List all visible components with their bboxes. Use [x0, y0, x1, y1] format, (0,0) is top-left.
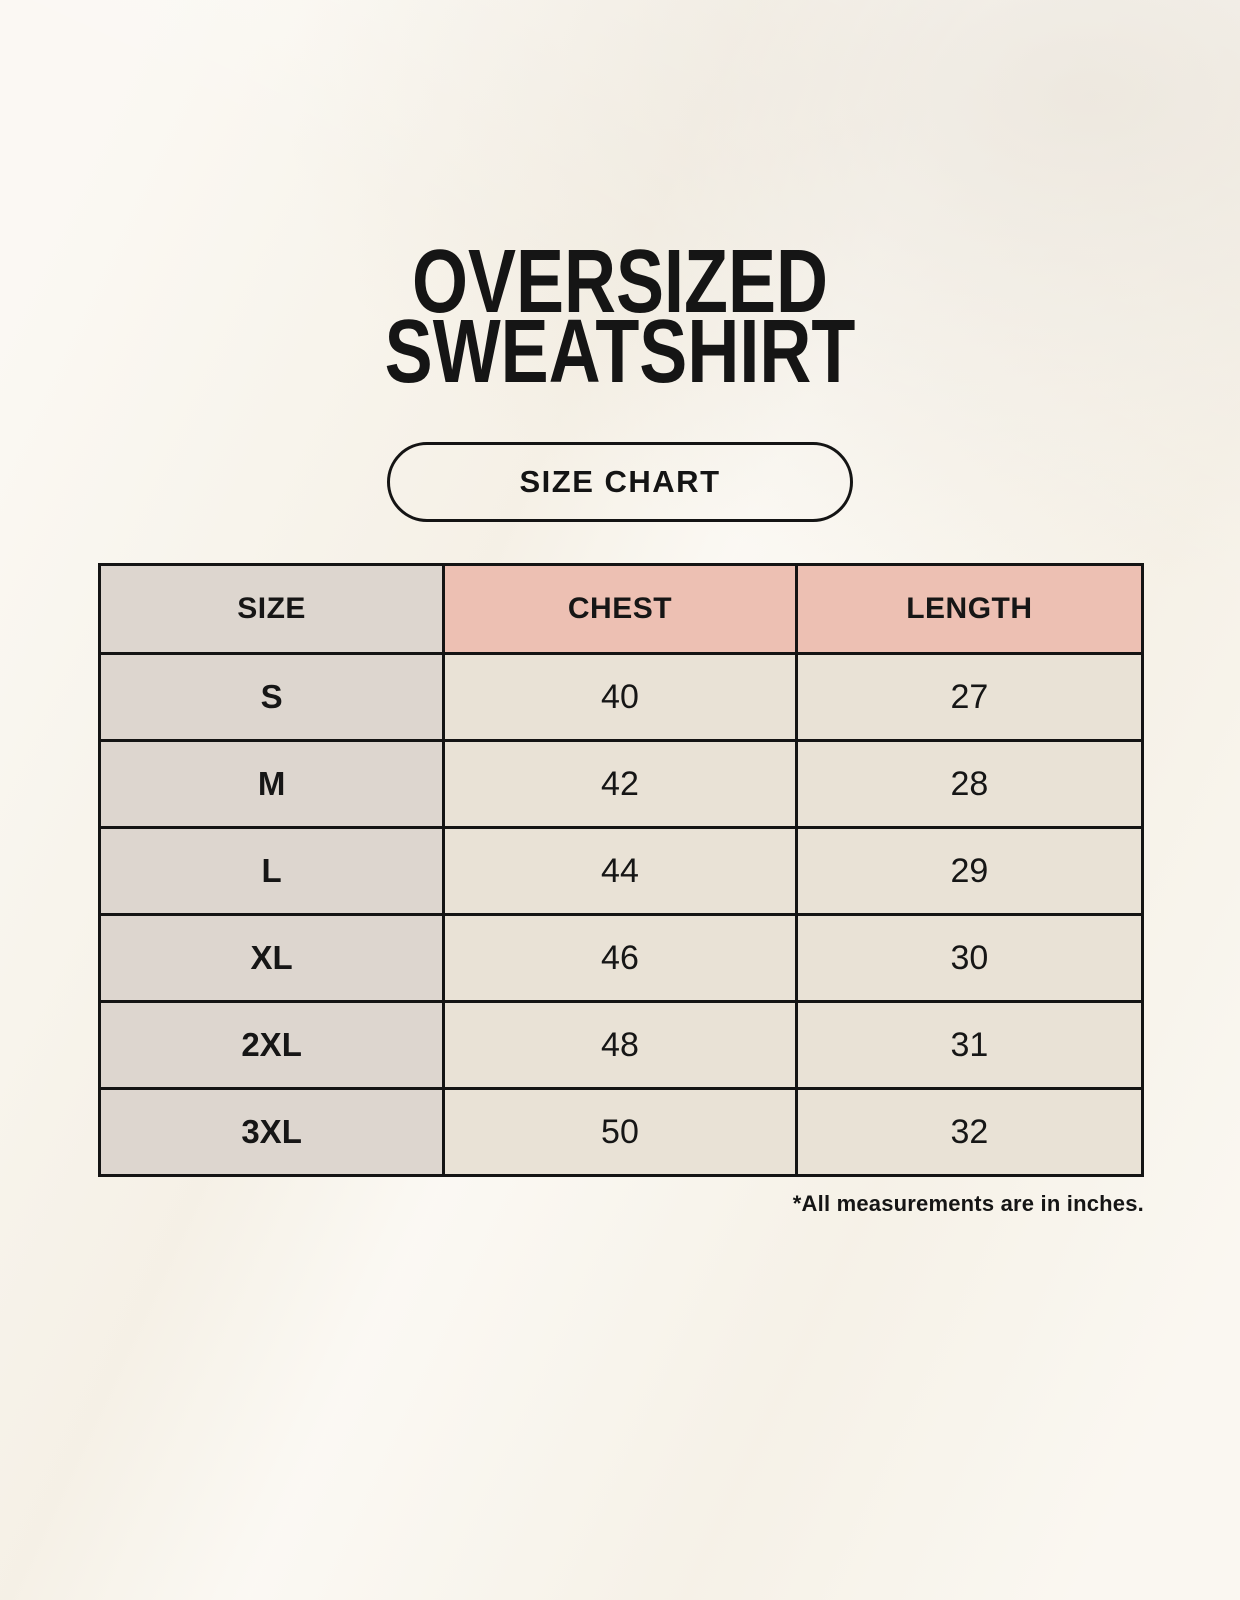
row-length-value: 32: [794, 1087, 1145, 1177]
row-chest-value: 46: [442, 913, 798, 1003]
page-title: OVERSIZED SWEATSHIRT: [124, 232, 1116, 402]
row-length-value: 30: [794, 913, 1145, 1003]
table-row: S 40 27: [97, 652, 1145, 742]
row-size-label: M: [97, 739, 446, 829]
table-row: 3XL 50 32: [97, 1087, 1145, 1177]
table-row: L 44 29: [97, 826, 1145, 916]
row-size-label: 3XL: [97, 1087, 446, 1177]
table-row: M 42 28: [97, 739, 1145, 829]
row-chest-value: 50: [442, 1087, 798, 1177]
row-chest-value: 44: [442, 826, 798, 916]
size-table: SIZE CHEST LENGTH S 40 27 M 42 28 L 44 2…: [97, 563, 1145, 1177]
row-length-value: 29: [794, 826, 1145, 916]
table-row: 2XL 48 31: [97, 1000, 1145, 1090]
row-chest-value: 48: [442, 1000, 798, 1090]
page-title-line2: SWEATSHIRT: [384, 302, 856, 402]
header-chest: CHEST: [442, 563, 798, 655]
row-chest-value: 40: [442, 652, 798, 742]
measurements-footnote: *All measurements are in inches.: [792, 1191, 1144, 1216]
size-table-body: S 40 27 M 42 28 L 44 29 XL 46 30 2XL 48: [97, 652, 1145, 1177]
table-header-row: SIZE CHEST LENGTH: [97, 563, 1145, 655]
page-title-line1: OVERSIZED: [411, 232, 829, 332]
size-chart-button[interactable]: SIZE CHART: [387, 442, 853, 522]
size-table-header: SIZE CHEST LENGTH: [97, 563, 1145, 655]
row-size-label: S: [97, 652, 446, 742]
row-chest-value: 42: [442, 739, 798, 829]
row-size-label: XL: [97, 913, 446, 1003]
header-size: SIZE: [97, 563, 446, 655]
table-row: XL 46 30: [97, 913, 1145, 1003]
row-size-label: 2XL: [97, 1000, 446, 1090]
row-length-value: 31: [794, 1000, 1145, 1090]
size-chart-button-label: SIZE CHART: [519, 464, 721, 499]
row-size-label: L: [97, 826, 446, 916]
header-length: LENGTH: [794, 563, 1145, 655]
row-length-value: 27: [794, 652, 1145, 742]
row-length-value: 28: [794, 739, 1145, 829]
